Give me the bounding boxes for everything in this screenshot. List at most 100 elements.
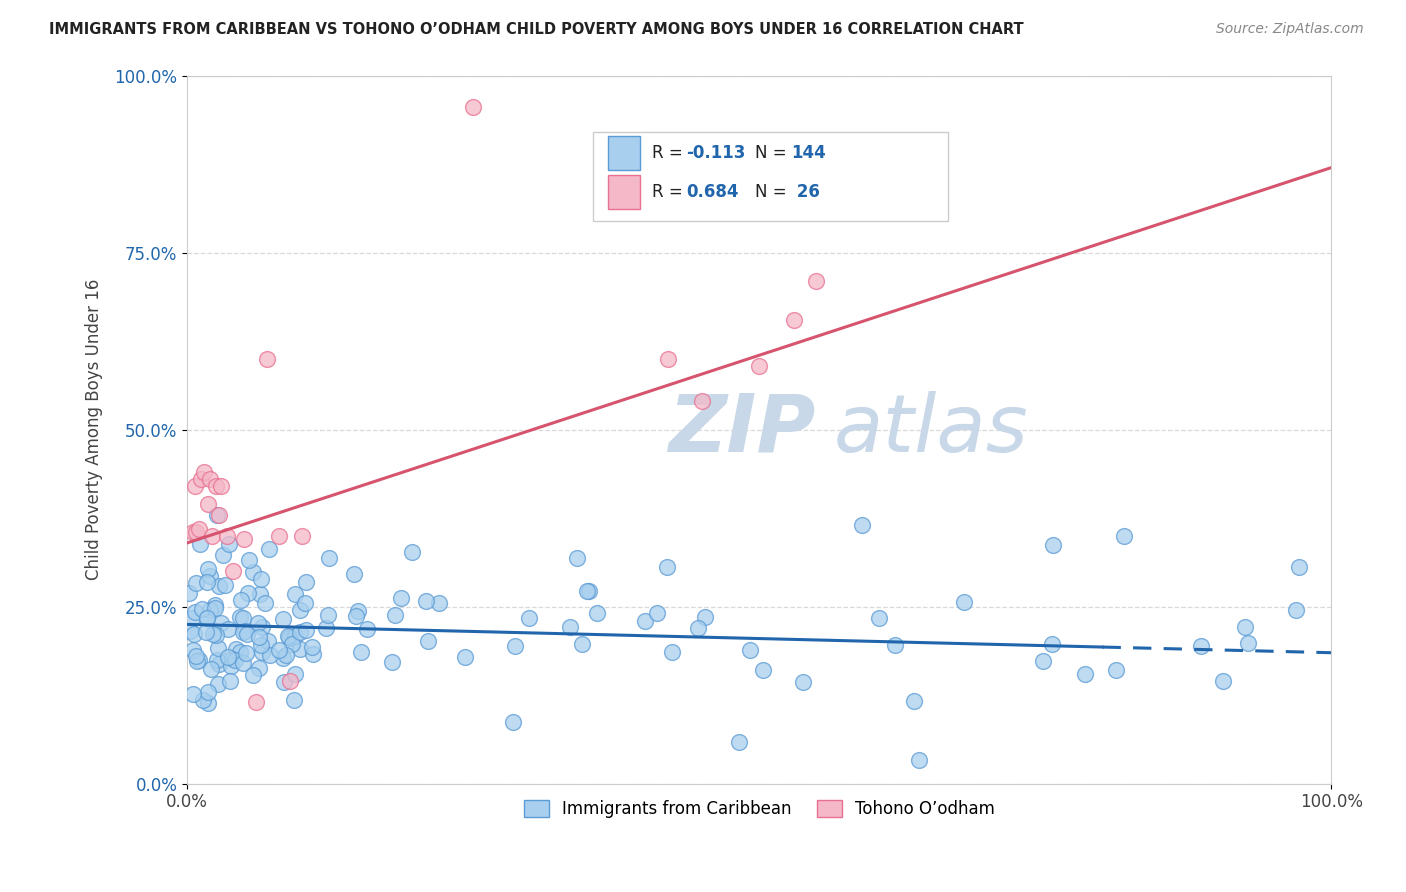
Point <box>224 653 246 667</box>
Point <box>201 529 224 543</box>
Point <box>225 642 247 657</box>
Point <box>249 638 271 652</box>
Point <box>558 620 581 634</box>
Point <box>517 611 540 625</box>
Point <box>217 529 239 543</box>
Point <box>214 578 236 592</box>
Point <box>232 625 254 640</box>
Point <box>278 630 301 644</box>
Point <box>1032 654 1054 668</box>
Text: ZIP: ZIP <box>668 391 815 468</box>
Point <box>343 567 366 582</box>
Point <box>205 508 228 522</box>
Point <box>257 634 280 648</box>
Text: R =: R = <box>652 184 688 202</box>
Point <box>207 641 229 656</box>
Point <box>232 656 254 670</box>
Point <box>952 595 974 609</box>
Point <box>782 313 804 327</box>
Point <box>294 623 316 637</box>
Point <box>868 611 890 625</box>
Point <box>290 529 312 543</box>
Point <box>186 525 208 540</box>
Point <box>195 575 218 590</box>
Text: N =: N = <box>755 145 792 162</box>
Point <box>235 646 257 660</box>
Point <box>179 586 201 600</box>
Point <box>294 575 316 590</box>
Point <box>190 472 212 486</box>
Point <box>197 696 219 710</box>
Point <box>851 518 873 533</box>
Point <box>197 684 219 698</box>
Point <box>181 611 204 625</box>
Point <box>207 657 229 672</box>
Point <box>204 479 226 493</box>
Text: IMMIGRANTS FROM CARIBBEAN VS TOHONO O’ODHAM CHILD POVERTY AMONG BOYS UNDER 16 CO: IMMIGRANTS FROM CARIBBEAN VS TOHONO O’OD… <box>49 22 1024 37</box>
Point <box>236 586 259 600</box>
Point <box>229 592 252 607</box>
Point <box>197 561 219 575</box>
Point <box>344 608 367 623</box>
Point <box>183 626 205 640</box>
Point <box>1236 636 1258 650</box>
Point <box>218 537 240 551</box>
Point <box>1105 663 1128 677</box>
Text: 0.684: 0.684 <box>686 184 738 202</box>
Point <box>238 553 260 567</box>
Point <box>381 655 404 669</box>
Point <box>1073 667 1095 681</box>
Point <box>232 610 254 624</box>
Point <box>179 624 201 639</box>
Point <box>209 616 232 631</box>
Point <box>792 675 814 690</box>
Point <box>347 604 370 618</box>
Point <box>575 583 598 598</box>
FancyBboxPatch shape <box>593 132 948 220</box>
Text: 144: 144 <box>792 145 827 162</box>
Point <box>1212 673 1234 688</box>
Point <box>565 550 588 565</box>
Point <box>657 351 679 366</box>
Point <box>688 621 710 635</box>
Point <box>1234 620 1257 634</box>
Text: N =: N = <box>755 184 792 202</box>
Point <box>242 566 264 580</box>
Point <box>280 631 302 645</box>
Point <box>212 549 235 563</box>
Point <box>903 694 925 708</box>
Point <box>198 472 221 486</box>
Text: 26: 26 <box>792 184 820 202</box>
Point <box>188 537 211 551</box>
Point <box>186 655 208 669</box>
Point <box>195 625 218 640</box>
Point <box>884 638 907 652</box>
Point <box>288 624 311 639</box>
Point <box>191 602 214 616</box>
Point <box>208 579 231 593</box>
Point <box>748 359 770 373</box>
Point <box>236 627 259 641</box>
Point <box>219 658 242 673</box>
Point <box>1042 538 1064 552</box>
Point <box>229 644 252 658</box>
Point <box>288 603 311 617</box>
Point <box>427 596 450 610</box>
Point <box>191 692 214 706</box>
Point <box>205 653 228 667</box>
Point <box>181 525 204 540</box>
Point <box>294 596 316 610</box>
Point <box>693 610 716 624</box>
Point <box>250 645 273 659</box>
Point <box>284 629 307 643</box>
Point <box>463 100 485 114</box>
Point <box>316 607 339 622</box>
Point <box>249 586 271 600</box>
Point <box>661 645 683 659</box>
Point <box>302 647 325 661</box>
Bar <box>609 176 640 210</box>
Point <box>184 575 207 590</box>
Point <box>184 606 207 620</box>
Bar <box>609 136 640 170</box>
Point <box>219 674 242 689</box>
